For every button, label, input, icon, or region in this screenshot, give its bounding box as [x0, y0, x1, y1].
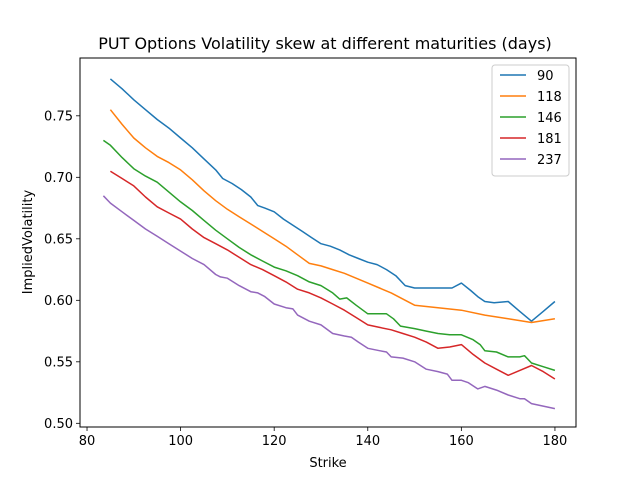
x-tick-label: 180	[543, 434, 568, 449]
y-tick-label: 0.55	[44, 355, 73, 370]
x-tick-label: 80	[79, 434, 96, 449]
chart-title: PUT Options Volatility skew at different…	[98, 34, 552, 53]
legend-label-118: 118	[537, 90, 562, 105]
series-line-118	[109, 109, 556, 324]
legend-label-90: 90	[537, 69, 554, 84]
x-tick-label: 160	[449, 434, 474, 449]
x-tick-label: 100	[168, 434, 193, 449]
x-tick-label: 120	[262, 434, 287, 449]
x-axis: 80 100 120 140 160 180	[79, 427, 568, 449]
series-line-237	[102, 195, 556, 410]
y-tick-label: 0.65	[44, 232, 73, 247]
legend-label-181: 181	[537, 132, 562, 147]
y-tick-label: 0.75	[44, 109, 73, 124]
y-tick-label: 0.70	[44, 171, 73, 186]
plot-area	[102, 78, 556, 410]
y-tick-label: 0.50	[44, 417, 73, 432]
x-tick-label: 140	[355, 434, 380, 449]
axes-frame	[79, 57, 577, 428]
y-axis: 0.50 0.55 0.60 0.65 0.70 0.75	[44, 109, 80, 432]
y-axis-label: ImpliedVolatility	[21, 190, 36, 295]
series-line-146	[102, 139, 556, 372]
legend: 90 118 146 181 237	[491, 64, 570, 177]
legend-box	[491, 64, 570, 177]
x-axis-label: Strike	[309, 456, 346, 471]
series-line-181	[110, 170, 556, 380]
legend-label-146: 146	[537, 111, 562, 126]
series-line-90	[109, 78, 556, 322]
y-tick-label: 0.60	[44, 294, 73, 309]
legend-label-237: 237	[537, 153, 562, 168]
